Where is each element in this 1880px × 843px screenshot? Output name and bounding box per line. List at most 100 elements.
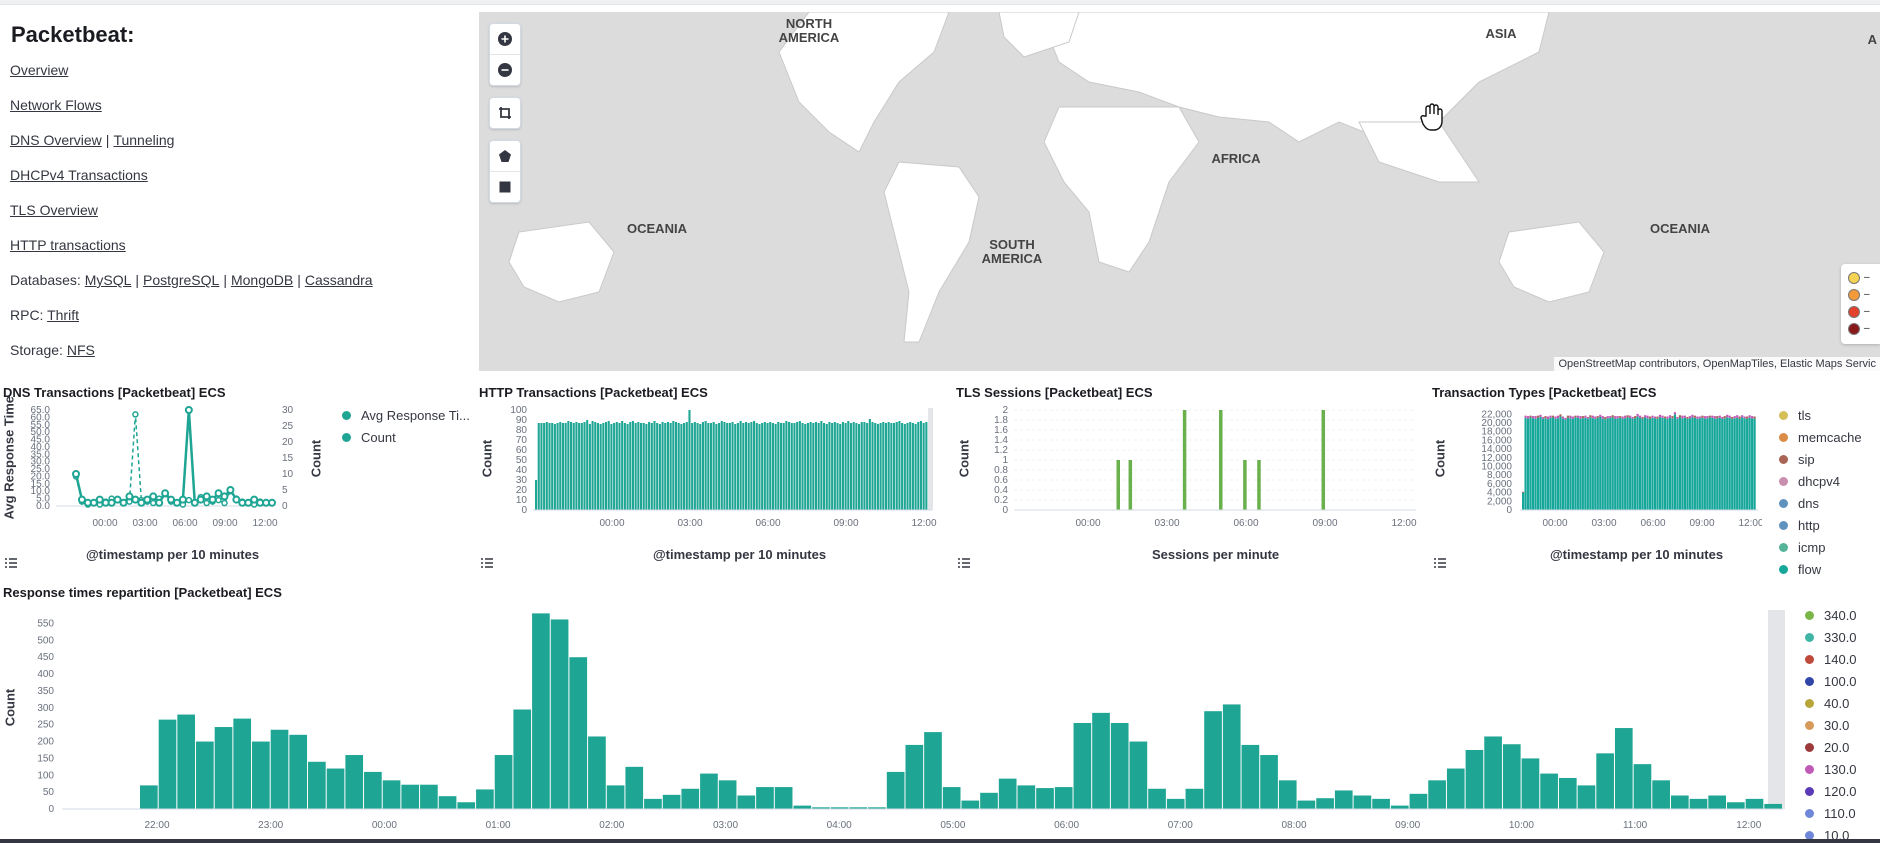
map-attribution[interactable]: OpenStreetMap contributors, OpenMapTiles… xyxy=(1554,357,1880,371)
x-tick-label: 23:00 xyxy=(258,820,283,831)
resp-legend-40.0[interactable]: 40.0 xyxy=(1805,696,1849,711)
bar xyxy=(1631,418,1634,510)
resp-legend-330.0[interactable]: 330.0 xyxy=(1805,630,1857,645)
legend-toggle[interactable] xyxy=(479,555,495,571)
bar-stack xyxy=(1706,416,1709,419)
y-tick-label: 0 xyxy=(1002,505,1008,516)
x-tick-label: 00:00 xyxy=(1542,518,1567,529)
http-transactions-link[interactable]: HTTP transactions xyxy=(10,237,126,253)
resp-legend-120.0[interactable]: 120.0 xyxy=(1805,784,1857,799)
legend-toggle[interactable] xyxy=(956,555,972,571)
legend-dot xyxy=(1805,809,1814,818)
x-tick-label: 06:00 xyxy=(1233,518,1258,529)
bar xyxy=(1748,417,1751,510)
dns-chart[interactable]: 0.05.010.015.020.025.030.035.040.045.050… xyxy=(0,398,300,538)
bar xyxy=(1551,417,1555,510)
bar xyxy=(755,423,758,510)
legend-dot xyxy=(1805,699,1814,708)
legend-row: – xyxy=(1841,320,1880,337)
types-chart[interactable]: 02,0004,0006,0008,00010,00012,00014,0001… xyxy=(1432,398,1762,538)
network-flows-link[interactable]: Network Flows xyxy=(10,97,102,113)
y-tick-label: 6,000 xyxy=(1487,479,1512,490)
legend-label: – xyxy=(1864,306,1870,317)
crop-icon xyxy=(499,107,511,119)
tls-overview-link[interactable]: TLS Overview xyxy=(10,202,98,218)
bar xyxy=(1534,418,1537,510)
bar xyxy=(1596,417,1599,510)
draw-shape-button[interactable] xyxy=(490,141,520,171)
tls-chart[interactable]: 00.20.40.60.811.21.41.61.82 00:00 03:00 06:… xyxy=(956,398,1426,538)
bottom-bar xyxy=(0,839,1880,843)
y-tick-label: 40 xyxy=(516,465,528,476)
overview-link[interactable]: Overview xyxy=(10,62,69,78)
zoom-out-button[interactable] xyxy=(490,54,520,85)
draw-bounds-button[interactable] xyxy=(490,171,520,202)
bar xyxy=(158,719,177,809)
types-legend-memcache[interactable]: memcache xyxy=(1779,430,1862,445)
bar xyxy=(561,423,565,510)
resp-legend-340.0[interactable]: 340.0 xyxy=(1805,608,1857,623)
bar xyxy=(545,422,548,510)
x-tick-label: 12:00 xyxy=(1738,518,1762,529)
types-legend-icmp[interactable]: icmp xyxy=(1779,540,1825,555)
bar xyxy=(1524,417,1527,510)
postgresql-link[interactable]: PostgreSQL xyxy=(143,272,220,288)
types-legend-dns[interactable]: dns xyxy=(1779,496,1819,511)
mongodb-link[interactable]: MongoDB xyxy=(230,272,294,288)
dns-legend-avg[interactable]: Avg Response Ti... xyxy=(342,408,470,423)
legend-label: sip xyxy=(1798,452,1815,467)
resp-legend-110.0[interactable]: 110.0 xyxy=(1805,806,1856,821)
bar-stack xyxy=(1716,416,1719,419)
world-map[interactable]: NORTH AMERICA ASIA A AFRICA OCEANIA SOUTH… xyxy=(479,12,1880,371)
fit-to-data-button[interactable] xyxy=(490,98,520,128)
types-legend-sip[interactable]: sip xyxy=(1779,452,1815,467)
nfs-link[interactable]: NFS xyxy=(66,342,95,358)
landmass-africa xyxy=(1043,106,1200,273)
x-tick-label: 06:00 xyxy=(755,518,780,529)
bar-stack xyxy=(1651,415,1654,418)
dns-overview-link[interactable]: DNS Overview xyxy=(10,132,102,148)
bar xyxy=(1723,418,1726,510)
resp-legend-20.0[interactable]: 20.0 xyxy=(1805,740,1849,755)
bar-stack xyxy=(1686,416,1689,419)
types-legend-flow[interactable]: flow xyxy=(1779,562,1821,577)
bar-stack xyxy=(1678,415,1682,418)
resp-chart[interactable]: 0 50 100 150 200 250 300 350 400 450 500 550 22:00 23… xyxy=(0,600,1790,840)
bar-stack xyxy=(1731,416,1734,419)
cassandra-link[interactable]: Cassandra xyxy=(304,272,373,288)
zoom-in-button[interactable] xyxy=(490,24,520,54)
count-point xyxy=(214,489,223,498)
mysql-link[interactable]: MySQL xyxy=(84,272,132,288)
landmass-india-se-asia xyxy=(1358,121,1480,183)
legend-dot xyxy=(1848,305,1860,318)
bar-stack xyxy=(1596,416,1599,418)
legend-dot xyxy=(1779,543,1788,552)
bar-stack xyxy=(1529,415,1532,418)
map-canvas[interactable]: NORTH AMERICA ASIA A AFRICA OCEANIA SOUTH… xyxy=(479,12,1880,371)
x-tick-label: 09:00 xyxy=(212,518,237,529)
bar xyxy=(734,424,737,510)
types-legend-http[interactable]: http xyxy=(1779,518,1820,533)
bar xyxy=(1219,410,1223,510)
bar xyxy=(604,422,608,510)
avg-response-point xyxy=(221,499,228,507)
thrift-link[interactable]: Thrift xyxy=(47,307,79,323)
types-legend-tls[interactable]: tls xyxy=(1779,408,1811,423)
bar xyxy=(830,807,849,809)
legend-toggle[interactable] xyxy=(1432,555,1448,571)
tunneling-link[interactable]: Tunneling xyxy=(113,132,175,148)
resp-legend-130.0[interactable]: 130.0 xyxy=(1805,762,1857,777)
resp-legend-100.0[interactable]: 100.0 xyxy=(1805,674,1857,689)
bar xyxy=(922,423,925,510)
dhcp-link[interactable]: DHCPv4 Transactions xyxy=(10,167,148,183)
bar xyxy=(1129,741,1148,809)
bar xyxy=(613,423,616,510)
resp-legend-30.0[interactable]: 30.0 xyxy=(1805,718,1849,733)
types-legend-dhcpv4[interactable]: dhcpv4 xyxy=(1779,474,1840,489)
resp-legend-140.0[interactable]: 140.0 xyxy=(1805,652,1857,667)
legend-toggle[interactable] xyxy=(3,555,19,571)
bar xyxy=(196,741,214,809)
y-tick-label: 30 xyxy=(516,475,528,486)
dns-legend-count[interactable]: Count xyxy=(342,430,396,445)
